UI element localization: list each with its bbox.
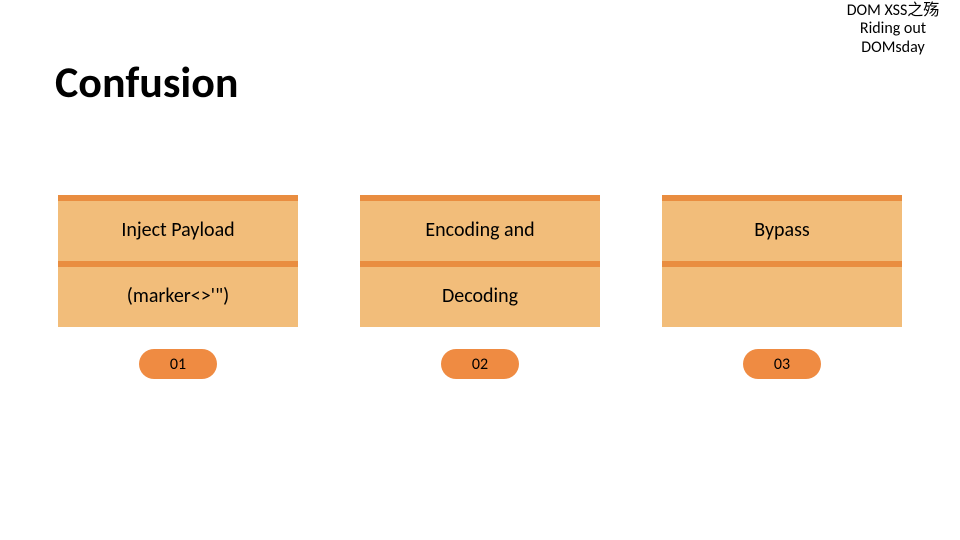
slide-title: Confusion bbox=[55, 55, 238, 109]
card-badge: 02 bbox=[441, 349, 519, 379]
card-text-line: Encoding and bbox=[425, 215, 534, 261]
card-01: Inject Payload (marker<>'") 01 bbox=[58, 195, 298, 379]
card-box: Decoding bbox=[360, 267, 600, 327]
card-text-line: (marker<>'") bbox=[127, 281, 229, 327]
card-badge: 01 bbox=[139, 349, 217, 379]
cards-row: Inject Payload (marker<>'") 01 Encoding … bbox=[0, 195, 960, 379]
card-text-line: Bypass bbox=[754, 215, 809, 261]
corner-line-1: DOM XSS之殇 bbox=[828, 2, 958, 20]
card-02: Encoding and Decoding 02 bbox=[360, 195, 600, 379]
card-03: Bypass 03 bbox=[662, 195, 902, 379]
card-box: Inject Payload bbox=[58, 201, 298, 261]
corner-line-3: DOMsday bbox=[828, 39, 958, 57]
corner-line-2: Riding out bbox=[828, 20, 958, 38]
corner-header: DOM XSS之殇 Riding out DOMsday bbox=[828, 2, 958, 57]
card-box bbox=[662, 267, 902, 327]
card-box: Encoding and bbox=[360, 201, 600, 261]
card-text-line: Inject Payload bbox=[121, 215, 234, 261]
card-text-line: Decoding bbox=[442, 281, 518, 327]
card-box: (marker<>'") bbox=[58, 267, 298, 327]
slide: DOM XSS之殇 Riding out DOMsday Confusion I… bbox=[0, 0, 960, 540]
card-box: Bypass bbox=[662, 201, 902, 261]
card-badge: 03 bbox=[743, 349, 821, 379]
